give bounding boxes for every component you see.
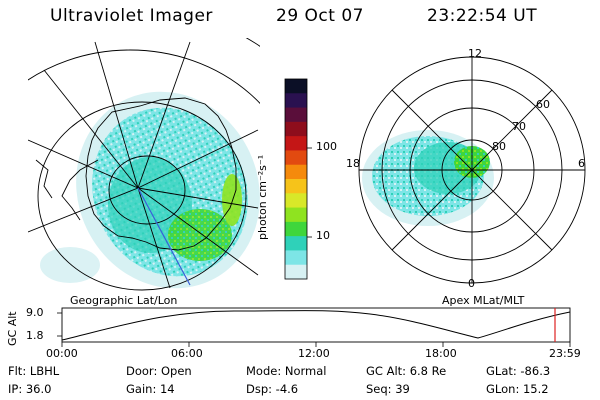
colorbar-swatch <box>285 79 307 94</box>
door-status: Door: Open <box>126 364 192 378</box>
mlat-label-70: 70 <box>512 120 526 133</box>
colorbar-tick-10: 10 <box>316 229 330 242</box>
colorbar-swatch <box>285 150 307 166</box>
gain-status: Gain: 14 <box>126 382 175 396</box>
colorbar-unit-label: photon cm⁻²s⁻¹ <box>256 154 269 240</box>
polar-map <box>358 56 586 284</box>
seq-status: Seq: 39 <box>366 382 410 396</box>
colorbar-tick-100: 100 <box>316 140 337 153</box>
time-label: 23:22:54 UT <box>427 6 538 26</box>
mlat-label-60: 60 <box>536 98 550 111</box>
colorbar <box>285 79 307 280</box>
colorbar-swatch <box>285 121 307 137</box>
mlt-label-12: 12 <box>468 47 482 60</box>
colorbar-swatch <box>285 164 307 180</box>
polar-map-caption: Apex MLat/MLT <box>442 294 525 307</box>
colorbar-swatch <box>285 236 307 251</box>
alt-xtick-0000: 00:00 <box>46 347 78 360</box>
date-label: 29 Oct 07 <box>276 6 364 26</box>
alt-xtick-0600: 06:00 <box>171 347 203 360</box>
ip-status: IP: 36.0 <box>8 382 52 396</box>
colorbar-swatch <box>285 93 307 109</box>
filter-status: Flt: LBHL <box>8 364 60 378</box>
alt-ytick-9: 9.0 <box>26 306 44 319</box>
alt-xtick-1800: 18:00 <box>425 347 457 360</box>
alt-xtick-2359: 23:59 <box>549 347 581 360</box>
alt-ylabel: GC Alt <box>6 311 19 346</box>
gc-alt-status: GC Alt: 6.8 Re <box>366 364 447 378</box>
geographic-map <box>28 38 260 291</box>
glon-status: GLon: 15.2 <box>486 382 549 396</box>
mode-status: Mode: Normal <box>246 364 327 378</box>
geo-map-caption: Geographic Lat/Lon <box>70 294 178 307</box>
mlat-label-80: 80 <box>492 140 506 153</box>
colorbar-swatch <box>285 193 307 209</box>
mlt-label-18: 18 <box>346 157 360 170</box>
alt-ytick-1-8: 1.8 <box>26 329 44 342</box>
app-title: Ultraviolet Imager <box>50 6 213 26</box>
colorbar-swatch <box>285 107 307 123</box>
colorbar-swatch <box>285 136 307 151</box>
colorbar-swatch <box>285 264 307 280</box>
colorbar-swatch <box>285 250 307 266</box>
glat-status: GLat: -86.3 <box>486 364 551 378</box>
altitude-plot <box>57 307 571 347</box>
colorbar-swatch <box>285 207 307 223</box>
colorbar-swatch <box>285 179 307 194</box>
mlt-label-6: 6 <box>578 157 585 170</box>
colorbar-swatch <box>285 221 307 237</box>
dsp-status: Dsp: -4.6 <box>246 382 299 396</box>
mlt-label-0: 0 <box>468 277 475 290</box>
alt-xtick-1200: 12:00 <box>298 347 330 360</box>
